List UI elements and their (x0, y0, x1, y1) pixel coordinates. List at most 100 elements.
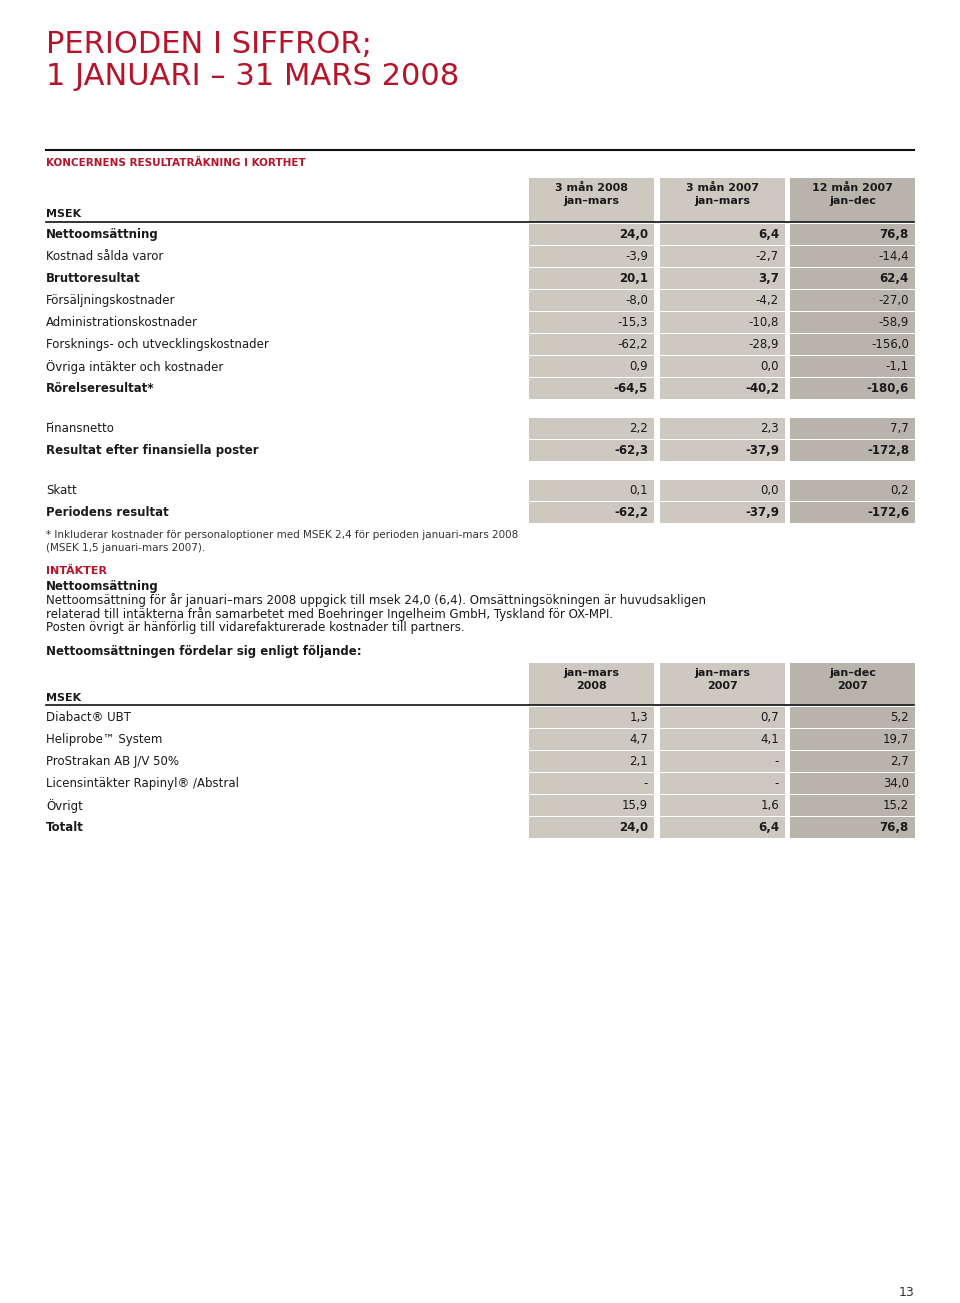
Text: MSEK: MSEK (46, 208, 82, 219)
Text: -8,0: -8,0 (625, 294, 648, 308)
Text: ProStrakan AB J/V 50%: ProStrakan AB J/V 50% (46, 754, 179, 767)
Text: 6,4: 6,4 (757, 821, 779, 834)
Text: -37,9: -37,9 (745, 506, 779, 519)
Text: Kostnad sålda varor: Kostnad sålda varor (46, 250, 163, 263)
Bar (790, 728, 915, 751)
Bar (529, 378, 654, 399)
Bar (790, 179, 915, 222)
Text: jan–mars: jan–mars (694, 668, 751, 678)
Bar (529, 795, 654, 816)
Text: INTÄKTER: INTÄKTER (46, 566, 107, 576)
Text: 62,4: 62,4 (879, 272, 909, 285)
Bar (660, 268, 785, 289)
Bar (660, 334, 785, 354)
Bar (790, 378, 915, 399)
Text: -3,9: -3,9 (625, 250, 648, 263)
Bar (660, 502, 785, 523)
Bar (660, 356, 785, 377)
Bar (790, 502, 915, 523)
Text: 5,2: 5,2 (890, 711, 909, 724)
Bar (529, 334, 654, 354)
Text: KONCERNENS RESULTATRÄKNING I KORTHET: KONCERNENS RESULTATRÄKNING I KORTHET (46, 158, 305, 168)
Text: 34,0: 34,0 (883, 777, 909, 790)
Text: jan–dec: jan–dec (829, 195, 876, 206)
Text: relaterad till intäkterna från samarbetet med Boehringer Ingelheim GmbH, Tysklan: relaterad till intäkterna från samarbete… (46, 607, 613, 622)
Bar (790, 291, 915, 311)
Text: Övriga intäkter och kostnader: Övriga intäkter och kostnader (46, 360, 224, 374)
Text: 1,6: 1,6 (760, 799, 779, 812)
Bar (529, 356, 654, 377)
Bar (660, 817, 785, 838)
Bar (660, 418, 785, 439)
Text: 2008: 2008 (576, 681, 607, 691)
Text: 1,3: 1,3 (630, 711, 648, 724)
Bar (660, 663, 785, 705)
Bar (790, 480, 915, 500)
Text: (MSEK 1,5 januari-mars 2007).: (MSEK 1,5 januari-mars 2007). (46, 543, 205, 552)
Text: 6,4: 6,4 (757, 228, 779, 241)
Text: -: - (643, 777, 648, 790)
Bar (660, 773, 785, 794)
Text: Forsknings- och utvecklingskostnader: Forsknings- och utvecklingskostnader (46, 337, 269, 351)
Text: -37,9: -37,9 (745, 444, 779, 457)
Text: -40,2: -40,2 (745, 382, 779, 395)
Text: 0,0: 0,0 (760, 360, 779, 373)
Text: -180,6: -180,6 (867, 382, 909, 395)
Text: Övrigt: Övrigt (46, 799, 83, 813)
Text: Heliprobe™ System: Heliprobe™ System (46, 734, 162, 747)
Text: 15,9: 15,9 (622, 799, 648, 812)
Bar (529, 246, 654, 267)
Bar (660, 378, 785, 399)
Text: 0,0: 0,0 (760, 483, 779, 496)
Text: Administrationskostnader: Administrationskostnader (46, 317, 198, 328)
Text: -58,9: -58,9 (878, 317, 909, 328)
Bar (660, 311, 785, 334)
Bar (660, 179, 785, 222)
Text: PERIODEN I SIFFROR;: PERIODEN I SIFFROR; (46, 30, 372, 59)
Bar (660, 751, 785, 771)
Text: 2,2: 2,2 (629, 422, 648, 435)
Bar (660, 795, 785, 816)
Bar (790, 334, 915, 354)
Bar (790, 773, 915, 794)
Text: jan–dec: jan–dec (829, 668, 876, 678)
Text: Totalt: Totalt (46, 821, 84, 834)
Text: -15,3: -15,3 (617, 317, 648, 328)
Bar (660, 224, 785, 245)
Text: 2,3: 2,3 (760, 422, 779, 435)
Text: -156,0: -156,0 (871, 337, 909, 351)
Text: Nettoomsättning: Nettoomsättning (46, 228, 158, 241)
Bar (790, 246, 915, 267)
Text: -62,2: -62,2 (614, 506, 648, 519)
Text: 15,2: 15,2 (883, 799, 909, 812)
Text: Licensintäkter Rapinyl® /Abstral: Licensintäkter Rapinyl® /Abstral (46, 777, 239, 790)
Text: -2,7: -2,7 (756, 250, 779, 263)
Bar (529, 418, 654, 439)
Text: 24,0: 24,0 (619, 228, 648, 241)
Bar (660, 708, 785, 728)
Bar (660, 728, 785, 751)
Text: 4,7: 4,7 (629, 734, 648, 747)
Text: -28,9: -28,9 (749, 337, 779, 351)
Text: Resultat efter finansiella poster: Resultat efter finansiella poster (46, 444, 258, 457)
Bar (529, 268, 654, 289)
Bar (660, 440, 785, 461)
Text: 2007: 2007 (708, 681, 738, 691)
Text: 76,8: 76,8 (879, 821, 909, 834)
Bar (529, 728, 654, 751)
Text: Diabact® UBT: Diabact® UBT (46, 711, 131, 724)
Bar (529, 311, 654, 334)
Bar (529, 291, 654, 311)
Bar (790, 795, 915, 816)
Text: Bruttoresultat: Bruttoresultat (46, 272, 141, 285)
Text: -62,2: -62,2 (617, 337, 648, 351)
Text: Rörelseresultat*: Rörelseresultat* (46, 382, 155, 395)
Text: -172,6: -172,6 (867, 506, 909, 519)
Bar (529, 773, 654, 794)
Bar (660, 291, 785, 311)
Bar (790, 751, 915, 771)
Text: 0,1: 0,1 (630, 483, 648, 496)
Text: 0,2: 0,2 (890, 483, 909, 496)
Text: -: - (775, 754, 779, 767)
Bar (790, 663, 915, 705)
